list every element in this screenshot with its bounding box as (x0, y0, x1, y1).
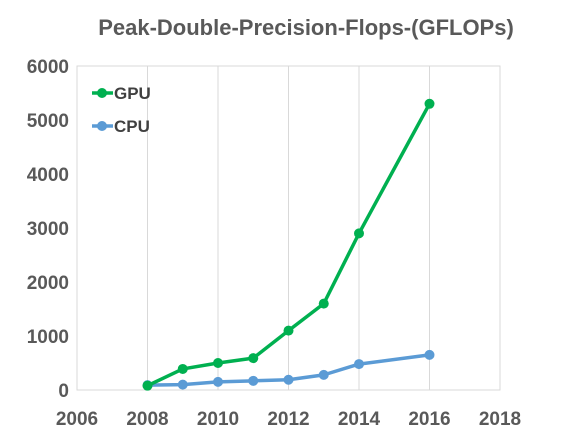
x-tick-label: 2012 (267, 409, 309, 430)
cpu-data-point (283, 374, 294, 385)
cpu-data-point (177, 379, 188, 390)
gpu-data-point (248, 353, 259, 364)
y-tick-label: 2000 (27, 273, 69, 294)
gpu-data-point (213, 358, 223, 368)
y-tick-label: 4000 (27, 165, 69, 186)
cpu-data-point (424, 349, 435, 360)
chart-title: Peak-Double-Precision-Flops-(GFLOPs) (98, 15, 514, 40)
y-tick-label: 6000 (27, 57, 69, 78)
cpu-data-point (248, 375, 259, 386)
y-tick-label: 3000 (27, 219, 69, 240)
x-tick-label: 2010 (197, 409, 239, 430)
x-tick-label: 2018 (479, 409, 521, 430)
gpu-data-point (318, 298, 329, 309)
cpu-data-point (318, 369, 329, 380)
y-tick-label: 0 (58, 381, 69, 402)
y-tick-label: 5000 (27, 111, 69, 132)
gpu-series-line (146, 102, 432, 388)
cpu-legend-label: CPU (114, 117, 150, 136)
cpu-legend-marker (97, 121, 107, 131)
gpu-data-point (424, 98, 435, 109)
plot-area-border (76, 65, 501, 391)
cpu-data-point (354, 359, 364, 370)
x-tick-label: 2016 (408, 409, 450, 430)
legend: GPU CPU (92, 84, 151, 136)
axes: 0 1000 2000 3000 4000 5000 6000 2006 2008 2010 201… (27, 57, 521, 430)
cpu-series-line (147, 353, 430, 387)
gpu-legend-marker (97, 88, 107, 98)
series-layer (142, 98, 435, 391)
gpu-data-point (354, 228, 364, 239)
gridlines (76, 65, 501, 391)
x-tick-label: 2008 (126, 409, 168, 430)
gpu-data-point (177, 363, 188, 374)
cpu-data-point (213, 376, 223, 387)
gpu-legend-label: GPU (114, 84, 151, 103)
gpu-data-point (142, 380, 153, 391)
x-tick-label: 2014 (338, 409, 381, 430)
y-tick-label: 1000 (27, 327, 69, 348)
x-tick-label: 2006 (56, 409, 98, 430)
gpu-data-point (283, 325, 294, 336)
